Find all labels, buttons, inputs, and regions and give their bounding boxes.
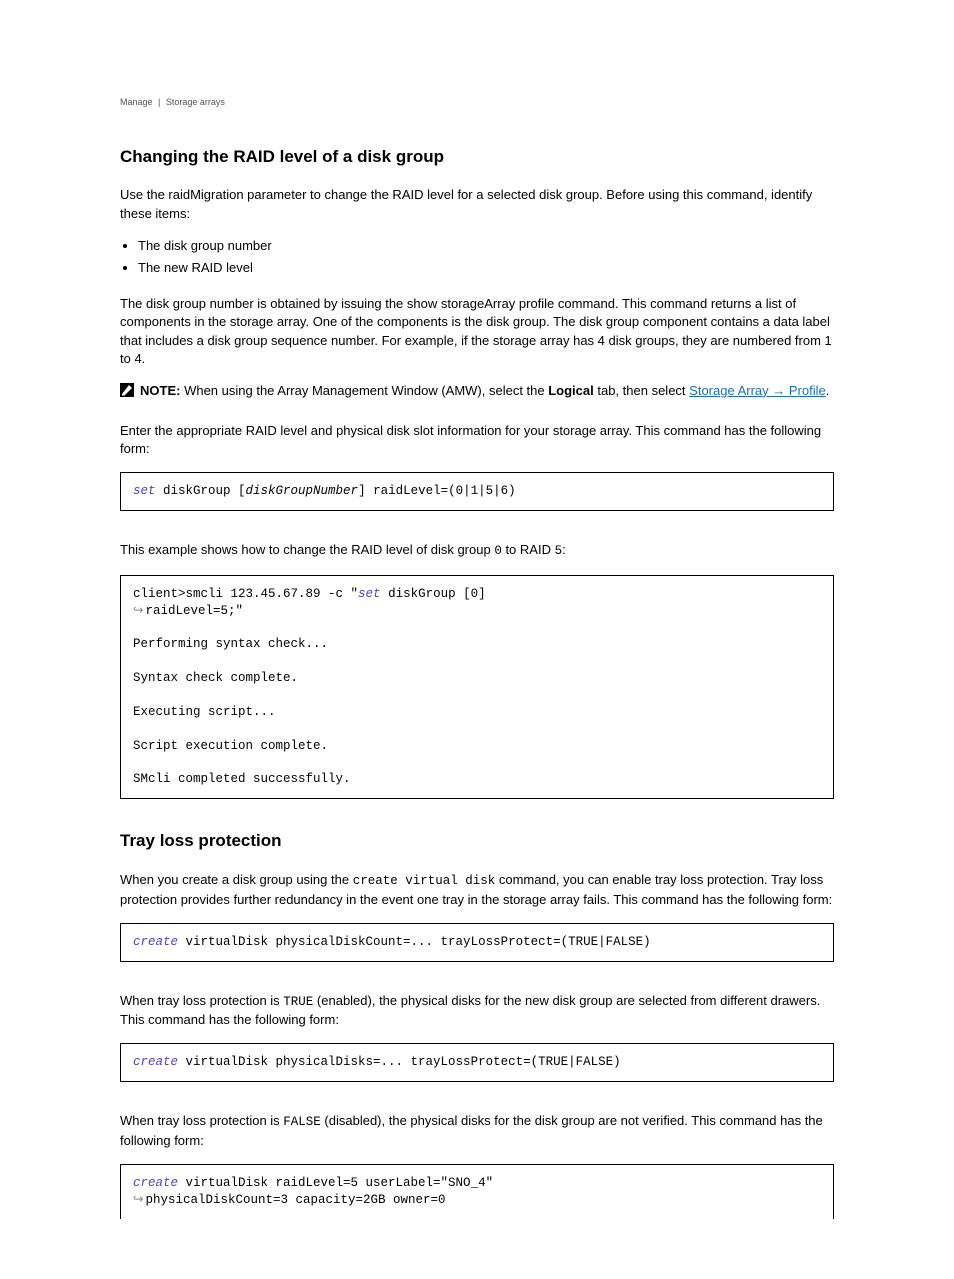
breadcrumb-left: Manage [120, 97, 153, 107]
breadcrumb-right: Storage arrays [166, 97, 225, 107]
breadcrumb-sep: | [158, 97, 160, 107]
text: When tray loss protection is [120, 993, 283, 1008]
body-paragraph: The disk group number is obtained by iss… [120, 295, 834, 368]
inline-code: create virtual disk [353, 874, 496, 888]
body-paragraph: This example shows how to change the RAI… [120, 541, 834, 561]
inline-code: 0 [494, 544, 502, 558]
code-block-4: create virtualDisk physicalDisks=... tra… [120, 1043, 834, 1082]
note-body-bold: Logical [548, 383, 594, 398]
note-body-pre: When using the Array Management Window (… [184, 383, 548, 398]
note-link[interactable]: Storage Array → Profile [689, 383, 826, 398]
code-block-5: create virtualDisk raidLevel=5 userLabel… [120, 1164, 834, 1219]
page: Manage | Storage arrays Changing the RAI… [0, 0, 954, 1279]
code-keyword: create [133, 1176, 178, 1190]
code-keyword: set [358, 587, 381, 601]
note: NOTE: When using the Array Management Wi… [120, 382, 834, 402]
note-icon [120, 383, 134, 402]
list-item: The disk group number [138, 237, 834, 255]
text: When you create a disk group using the [120, 872, 353, 887]
body-paragraph: When tray loss protection is FALSE (disa… [120, 1112, 834, 1150]
code-block-1: set diskGroup [diskGroupNumber] raidLeve… [120, 472, 834, 511]
code-block-2: client>smcli 123.45.67.89 -c "set diskGr… [120, 575, 834, 800]
intro-paragraph: Use the raidMigration parameter to chang… [120, 186, 834, 222]
inline-code: 5 [555, 544, 563, 558]
section-heading: Changing the RAID level of a disk group [120, 145, 834, 169]
inline-code: TRUE [283, 995, 313, 1009]
body-paragraph: When you create a disk group using the c… [120, 871, 834, 909]
code-keyword: set [133, 484, 156, 498]
note-body-post: . [826, 383, 830, 398]
note-label: NOTE: [140, 383, 180, 398]
code-keyword: create [133, 1055, 178, 1069]
note-text: NOTE: When using the Array Management Wi… [140, 382, 834, 400]
breadcrumb: Manage | Storage arrays [120, 96, 834, 109]
section-heading-2: Tray loss protection [120, 829, 834, 853]
body-paragraph: When tray loss protection is TRUE (enabl… [120, 992, 834, 1030]
text: to RAID [502, 542, 555, 557]
code-keyword: create [133, 935, 178, 949]
note-body-mid: tab, then select [594, 383, 689, 398]
text: When tray loss protection is [120, 1113, 283, 1128]
text: : [562, 542, 566, 557]
list-item: The new RAID level [138, 259, 834, 277]
bullet-list: The disk group number The new RAID level [120, 237, 834, 277]
body-paragraph: Enter the appropriate RAID level and phy… [120, 422, 834, 458]
inline-code: FALSE [283, 1115, 321, 1129]
code-block-3: create virtualDisk physicalDiskCount=...… [120, 923, 834, 962]
text: This example shows how to change the RAI… [120, 542, 494, 557]
